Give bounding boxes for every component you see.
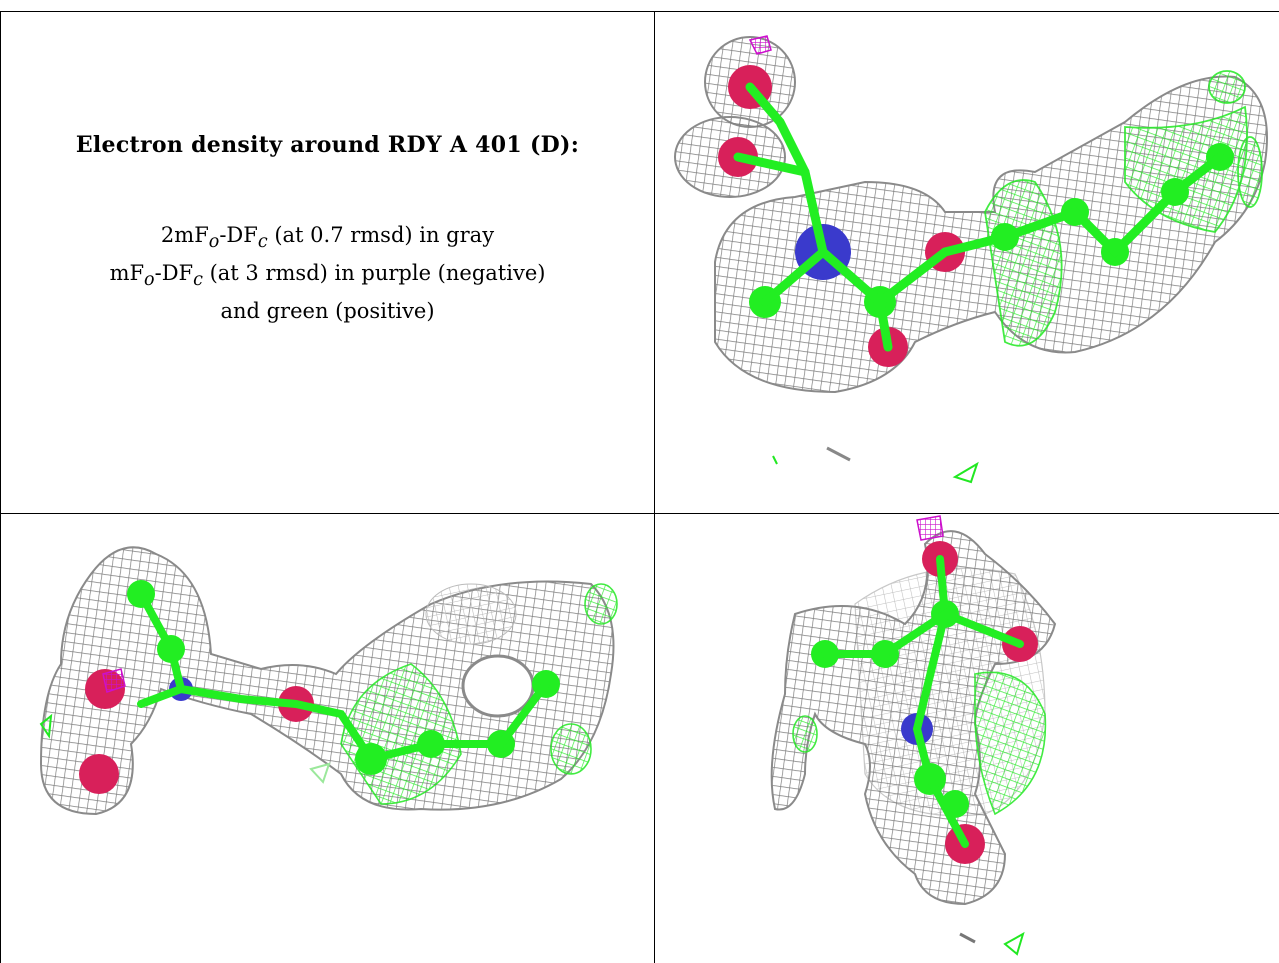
legend-line-green: and green (positive) [220,299,435,324]
density-view-2 [1,514,654,963]
caption-legend: 2mFo-DFc (at 0.7 rmsd) in gray mFo-DFc (… [110,220,546,327]
table-center-rule [654,11,655,963]
negative-density [748,35,772,55]
density-view-1 [655,12,1279,513]
caption-cell: Electron density around RDY A 401 (D): 2… [1,12,654,513]
density-view-3-image [770,515,1057,956]
table-left-rule [0,11,1,963]
caption-title: Electron density around RDY A 401 (D): [75,132,580,158]
table-top-rule [0,11,1279,12]
table-middle-rule [0,513,1279,514]
legend-line-gray: 2mFo-DFc (at 0.7 rmsd) in gray [160,223,495,253]
legend-line-purple: mFo-DFc (at 3 rmsd) in purple (negative) [109,261,546,291]
density-view-2-image [39,546,618,816]
density-view-3 [655,514,1279,963]
density-view-1-image [674,35,1268,484]
